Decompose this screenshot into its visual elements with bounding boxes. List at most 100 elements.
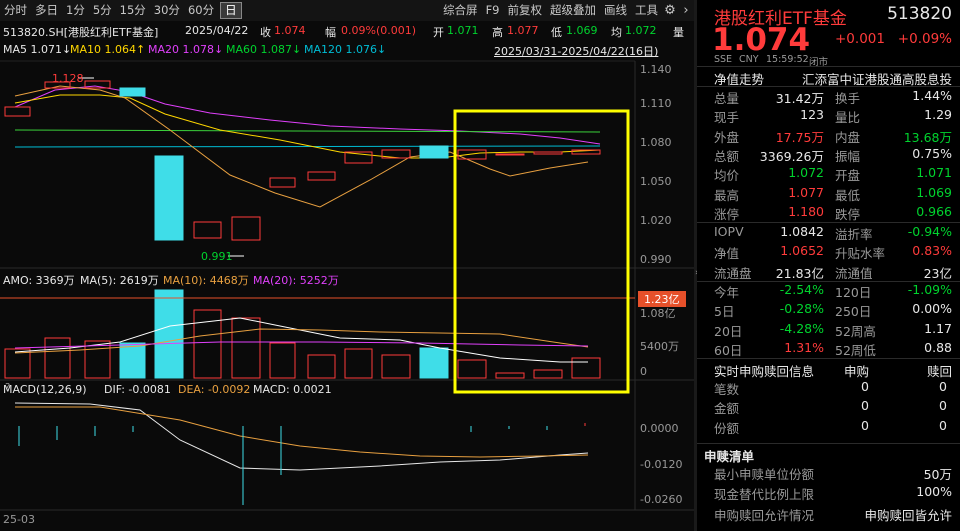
stat-value: 1.31% bbox=[784, 339, 824, 355]
macd-value: MACD: 0.0021 bbox=[253, 383, 332, 396]
period-tab[interactable]: 60分 bbox=[187, 3, 215, 17]
ma10-label: MA10 1.064↑ bbox=[70, 43, 146, 56]
currency: CNY bbox=[739, 54, 759, 65]
stat-row: 5日 -0.28% 250日 0.00% bbox=[697, 301, 960, 320]
qty-label: 量 bbox=[673, 26, 684, 39]
help-icon[interactable]: ? bbox=[5, 382, 11, 393]
macd-tick: -0.0120 bbox=[640, 458, 683, 471]
kline-chart[interactable] bbox=[0, 0, 694, 531]
ma60-line bbox=[14, 129, 601, 133]
candlestick bbox=[457, 149, 487, 160]
amo-ma10-line bbox=[14, 328, 589, 354]
max-price-annotation: 1.128 bbox=[52, 72, 84, 85]
toolbar-button[interactable]: 超级叠加 bbox=[550, 3, 596, 17]
security-name: 513820.SH[港股红利ETF基金] bbox=[3, 26, 159, 39]
toolbar-button[interactable]: 综合屏 bbox=[443, 3, 478, 17]
toolbar-button[interactable]: 前复权 bbox=[507, 3, 543, 17]
realtime-cell: 0 bbox=[861, 417, 869, 433]
stat-label: 总额 bbox=[714, 148, 740, 164]
price-tick: 1.050 bbox=[640, 175, 672, 188]
amo-tick: 1.08亿 bbox=[640, 307, 676, 320]
period-tab[interactable]: 分时 bbox=[4, 3, 27, 17]
price-tick: 1.020 bbox=[640, 214, 672, 227]
redeem-cell: 申购赎回允许情况 bbox=[714, 507, 815, 523]
realtime-cell: 0 bbox=[939, 379, 947, 394]
panel-divider[interactable] bbox=[694, 0, 697, 531]
divider bbox=[697, 222, 960, 223]
stat-label: 净值 bbox=[714, 246, 740, 262]
open-label: 开 bbox=[433, 26, 444, 39]
candlestick bbox=[381, 149, 411, 159]
ma5-line bbox=[14, 85, 589, 208]
realtime-col-subscribe: 申购 bbox=[844, 364, 870, 379]
stat-label: 120日 bbox=[835, 285, 872, 300]
realtime-cell: 金额 bbox=[714, 401, 740, 417]
redeem-cell: 50万 bbox=[923, 467, 952, 482]
tracked-index[interactable]: 汇添富中证港股通高股息投 bbox=[801, 72, 952, 87]
stat-value: 1.0652 bbox=[780, 243, 824, 259]
period-tab[interactable]: 5分 bbox=[92, 3, 112, 17]
candlestick bbox=[154, 155, 184, 241]
ma10-line bbox=[14, 94, 601, 159]
redeem-row: 最小申赎单位份额 50万 bbox=[697, 464, 960, 483]
realtime-cell: 份额 bbox=[714, 420, 740, 436]
realtime-cell: 笔数 bbox=[714, 382, 740, 397]
amo-ma5-line bbox=[14, 317, 588, 363]
toolbar: 分时 多日 1分 5分 15分 30分 60分 日 综合屏 F9 前复权 超级叠… bbox=[0, 0, 694, 21]
stat-value: 1.180 bbox=[788, 203, 824, 219]
quote-name: 港股红利ETF基金 bbox=[714, 9, 847, 29]
toolbar-button[interactable]: F9 bbox=[485, 3, 500, 17]
stat-value: 0.966 bbox=[916, 203, 952, 219]
amo-marker: 1.23亿 bbox=[638, 291, 686, 307]
realtime-row: 份额 0 0 bbox=[697, 418, 960, 437]
stat-value: 1.077 bbox=[788, 184, 824, 200]
redeem-cell: 100% bbox=[916, 484, 952, 500]
quote-price: 1.074 bbox=[712, 22, 811, 58]
stat-value: 13.68万 bbox=[903, 129, 952, 145]
change-value: 0.09%(0.001) bbox=[341, 24, 417, 37]
chevron-right-icon[interactable]: › bbox=[683, 2, 689, 18]
stat-value: -0.94% bbox=[907, 224, 952, 239]
stat-row: 60日 1.31% 52周低 0.88 bbox=[697, 340, 960, 359]
quote-code: 513820 bbox=[887, 4, 952, 24]
date-range[interactable]: 2025/03/31-2025/04/22(16日) bbox=[494, 45, 659, 58]
high-value: 1.077 bbox=[507, 24, 539, 37]
stat-value: 1.0842 bbox=[780, 224, 824, 239]
stat-row: 总量 31.42万 换手 1.44% bbox=[697, 88, 960, 107]
volume-bar bbox=[231, 317, 261, 379]
stat-value: -0.28% bbox=[779, 301, 824, 317]
stat-row: 流通盘 21.83亿 流通值 23亿 bbox=[697, 263, 960, 282]
stat-value: 0.00% bbox=[912, 301, 952, 317]
toolbar-button[interactable]: 画线 bbox=[604, 3, 627, 17]
chart-panel[interactable]: 分时 多日 1分 5分 15分 30分 60分 日 综合屏 F9 前复权 超级叠… bbox=[0, 0, 694, 531]
period-tab[interactable]: 15分 bbox=[119, 3, 146, 17]
stat-value: 31.42万 bbox=[775, 91, 824, 106]
redeem-row: 现金替代比例上限 100% bbox=[697, 484, 960, 503]
stat-label: 开盘 bbox=[835, 168, 861, 184]
gear-icon[interactable]: ⚙ bbox=[664, 2, 676, 18]
amo-label: AMO: 3369万 bbox=[3, 274, 75, 287]
low-value: 1.069 bbox=[566, 24, 598, 37]
stat-label: 换手 bbox=[835, 91, 861, 106]
stat-row: 外盘 17.75万 内盘 13.68万 bbox=[697, 127, 960, 146]
stat-value: 0.75% bbox=[912, 145, 952, 161]
stat-value: 1.069 bbox=[916, 184, 952, 200]
volume-bar bbox=[84, 340, 111, 379]
candlestick bbox=[193, 221, 222, 239]
period-tab[interactable]: 30分 bbox=[153, 3, 180, 17]
exchange: SSE bbox=[714, 54, 733, 65]
volume-bar bbox=[307, 354, 336, 379]
period-tab[interactable]: 多日 bbox=[35, 3, 58, 17]
period-tab[interactable]: 1分 bbox=[66, 3, 85, 17]
stat-label: 20日 bbox=[714, 323, 743, 339]
stat-label: 均价 bbox=[714, 168, 740, 184]
volume-bar bbox=[269, 342, 296, 379]
stat-label: 60日 bbox=[714, 342, 743, 358]
stat-label: 5日 bbox=[714, 304, 735, 320]
nav-trend-link[interactable]: 净值走势 bbox=[714, 72, 765, 87]
stat-value: 1.072 bbox=[788, 165, 824, 181]
toolbar-button[interactable]: 工具 bbox=[635, 3, 658, 17]
period-tab-selected[interactable]: 日 bbox=[220, 2, 242, 19]
stat-label: 250日 bbox=[835, 304, 872, 320]
change-label: 幅 bbox=[325, 26, 336, 39]
